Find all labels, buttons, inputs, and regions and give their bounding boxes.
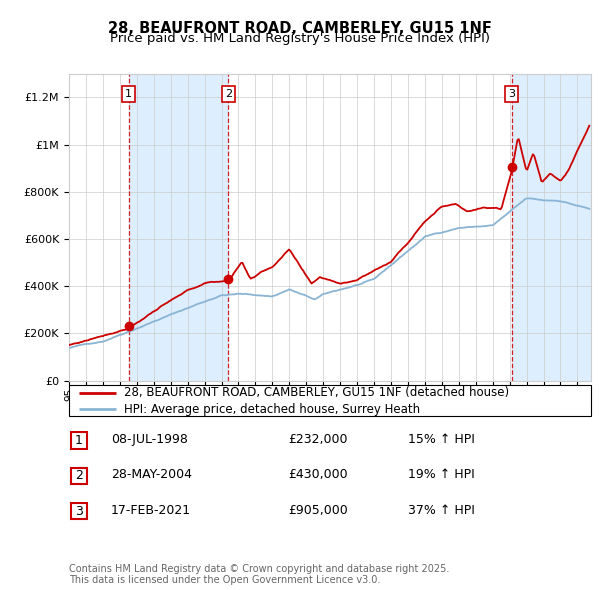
FancyBboxPatch shape [71, 468, 87, 484]
Text: 15% ↑ HPI: 15% ↑ HPI [408, 433, 475, 446]
Text: 1: 1 [75, 434, 83, 447]
Text: 28, BEAUFRONT ROAD, CAMBERLEY, GU15 1NF (detached house): 28, BEAUFRONT ROAD, CAMBERLEY, GU15 1NF … [124, 386, 509, 399]
Text: £430,000: £430,000 [288, 468, 347, 481]
Text: 28, BEAUFRONT ROAD, CAMBERLEY, GU15 1NF: 28, BEAUFRONT ROAD, CAMBERLEY, GU15 1NF [108, 21, 492, 35]
Text: 37% ↑ HPI: 37% ↑ HPI [408, 504, 475, 517]
Bar [512, 74, 591, 381]
FancyBboxPatch shape [71, 432, 87, 448]
Text: 3: 3 [508, 89, 515, 99]
Text: 3: 3 [75, 504, 83, 518]
FancyBboxPatch shape [71, 503, 87, 519]
Text: 1: 1 [125, 89, 132, 99]
Text: £905,000: £905,000 [288, 504, 348, 517]
Text: Price paid vs. HM Land Registry's House Price Index (HPI): Price paid vs. HM Land Registry's House … [110, 32, 490, 45]
Bar [128, 74, 229, 381]
Text: 28-MAY-2004: 28-MAY-2004 [111, 468, 192, 481]
FancyBboxPatch shape [69, 385, 591, 416]
Text: 17-FEB-2021: 17-FEB-2021 [111, 504, 191, 517]
Text: £232,000: £232,000 [288, 433, 347, 446]
Text: 2: 2 [225, 89, 232, 99]
Text: 08-JUL-1998: 08-JUL-1998 [111, 433, 188, 446]
Text: 2: 2 [75, 469, 83, 483]
Text: HPI: Average price, detached house, Surrey Heath: HPI: Average price, detached house, Surr… [124, 403, 420, 416]
Text: 19% ↑ HPI: 19% ↑ HPI [408, 468, 475, 481]
Text: Contains HM Land Registry data © Crown copyright and database right 2025.
This d: Contains HM Land Registry data © Crown c… [69, 563, 449, 585]
